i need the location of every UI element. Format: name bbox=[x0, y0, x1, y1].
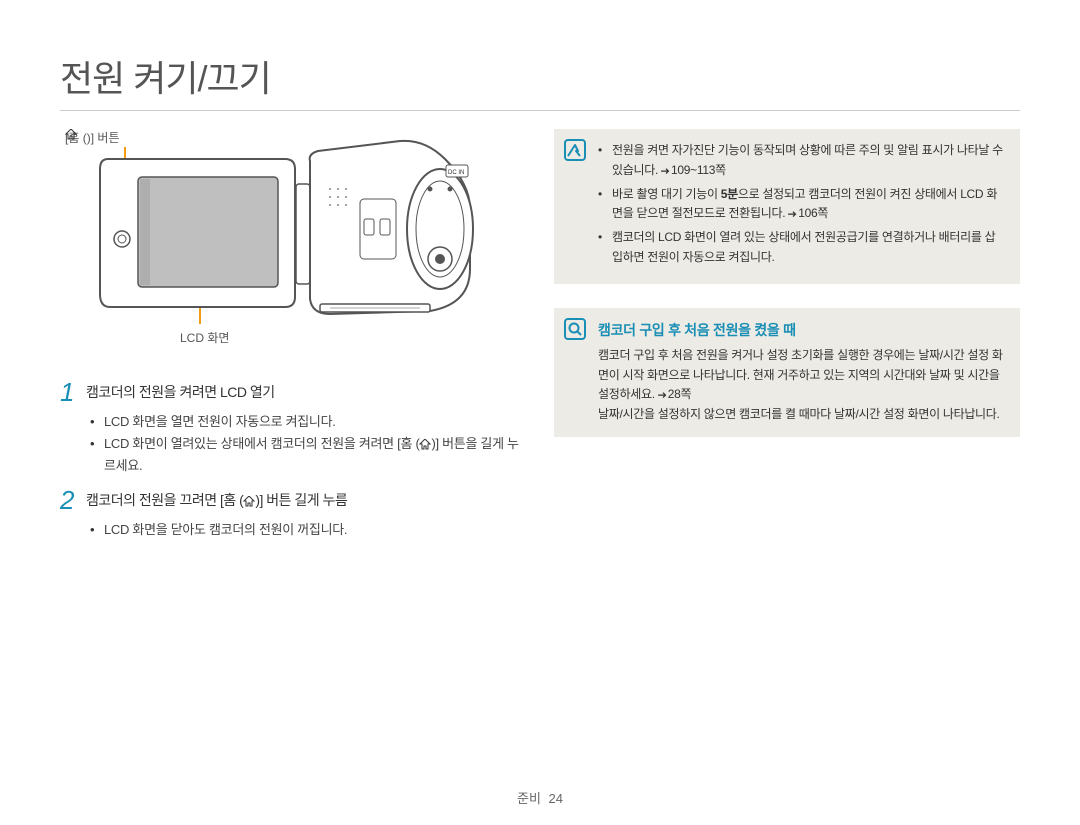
camcorder-diagram: [홈 ()] 버튼 bbox=[60, 129, 526, 359]
step-1-bullets: LCD 화면을 열면 전원이 자동으로 켜집니다. LCD 화면이 열려있는 상… bbox=[90, 411, 526, 477]
step-1-text: 캠코더의 전원을 켜려면 LCD 열기 bbox=[86, 379, 275, 402]
note-item-2: 바로 촬영 대기 기능이 5분으로 설정되고 캠코더의 전원이 켜진 상태에서 … bbox=[598, 185, 1006, 225]
home-icon bbox=[243, 496, 255, 507]
title-divider bbox=[60, 110, 1020, 111]
svg-text:DC IN: DC IN bbox=[448, 170, 464, 176]
step-2-text: 캠코더의 전원을 끄려면 [홈 ()] 버튼 길게 누름 bbox=[86, 487, 347, 510]
lcd-panel bbox=[100, 159, 295, 307]
camcorder-body: DC IN bbox=[296, 141, 473, 314]
home-icon bbox=[419, 439, 431, 450]
arrow-right-icon bbox=[788, 210, 798, 219]
footer-page-number: 24 bbox=[549, 791, 563, 806]
arrow-right-icon bbox=[661, 167, 671, 176]
page-title: 전원 켜기/끄기 bbox=[60, 50, 1020, 102]
camcorder-svg: DC IN bbox=[60, 129, 530, 344]
note-item-1: 전원을 켜면 자가진단 기능이 동작되며 상황에 따른 주의 및 알림 표시가 … bbox=[598, 141, 1006, 181]
info-box: 캠코더 구입 후 처음 전원을 켰을 때 캠코더 구입 후 처음 전원을 켜거나… bbox=[554, 308, 1020, 437]
step-1-bullet-2: LCD 화면이 열려있는 상태에서 캠코더의 전원을 켜려면 [홈 ()] 버튼… bbox=[90, 433, 526, 477]
step-2-bullets: LCD 화면을 닫아도 캠코더의 전원이 꺼집니다. bbox=[90, 519, 526, 541]
info-title: 캠코더 구입 후 처음 전원을 켰을 때 bbox=[598, 320, 1006, 340]
info-body: 캠코더 구입 후 처음 전원을 켜거나 설정 초기화를 실행한 경우에는 날짜/… bbox=[598, 346, 1006, 425]
page-footer: 준비 24 bbox=[0, 788, 1080, 807]
step-2-bullet-1: LCD 화면을 닫아도 캠코더의 전원이 꺼집니다. bbox=[90, 519, 526, 541]
callout-lcd-screen: LCD 화면 bbox=[180, 329, 229, 346]
magnifier-icon bbox=[564, 318, 586, 340]
step-2-number: 2 bbox=[60, 487, 78, 513]
step-1-header: 1 캠코더의 전원을 켜려면 LCD 열기 bbox=[60, 379, 526, 405]
note-box: 전원을 켜면 자가진단 기능이 동작되며 상황에 따른 주의 및 알림 표시가 … bbox=[554, 129, 1020, 284]
note-item-3: 캠코더의 LCD 화면이 열려 있는 상태에서 전원공급기를 연결하거나 배터리… bbox=[598, 228, 1006, 268]
arrow-right-icon bbox=[658, 391, 668, 400]
step-1-bullet-1: LCD 화면을 열면 전원이 자동으로 켜집니다. bbox=[90, 411, 526, 433]
step-2-header: 2 캠코더의 전원을 끄려면 [홈 ()] 버튼 길게 누름 bbox=[60, 487, 526, 513]
footer-section: 준비 bbox=[517, 791, 541, 806]
note-icon bbox=[564, 139, 586, 161]
step-1-number: 1 bbox=[60, 379, 78, 405]
